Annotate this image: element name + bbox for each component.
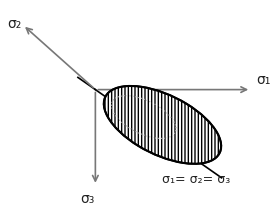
Text: σ₁= σ₂= σ₃: σ₁= σ₂= σ₃ [163,173,231,186]
Text: σ₂: σ₂ [8,17,22,31]
Ellipse shape [104,86,221,164]
Text: σ₁: σ₁ [257,73,271,87]
Text: σ₃: σ₃ [80,192,95,206]
